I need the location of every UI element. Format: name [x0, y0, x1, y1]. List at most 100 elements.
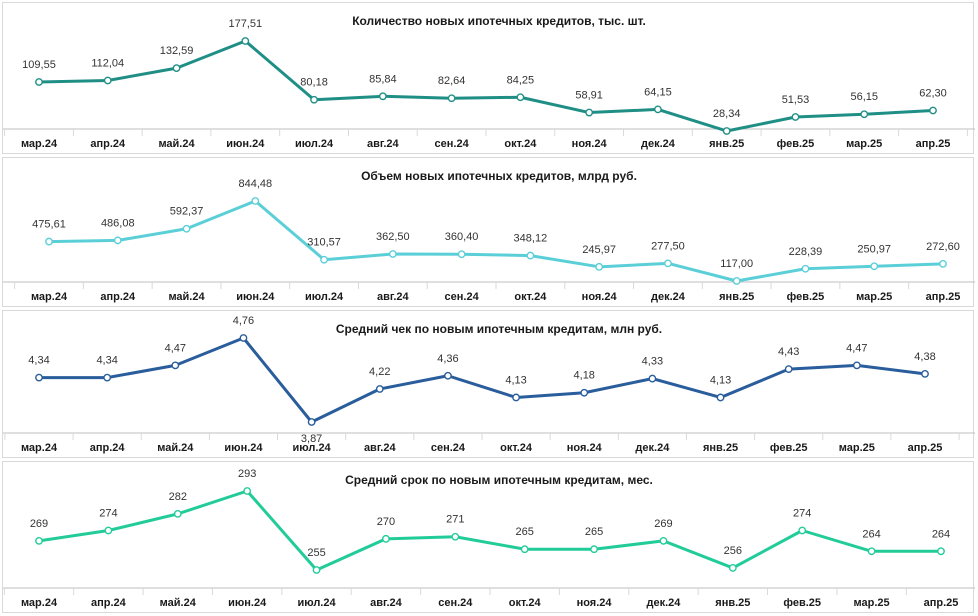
- x-tick-label: авг.24: [377, 291, 410, 303]
- data-label: 80,18: [300, 77, 328, 89]
- data-label: 264: [862, 528, 880, 540]
- x-tick-label: янв.25: [719, 291, 754, 303]
- x-tick-label: ноя.24: [577, 597, 613, 609]
- data-point: [251, 197, 260, 205]
- data-point: [451, 532, 460, 541]
- data-label: 51,53: [782, 94, 810, 106]
- x-tick-label: сен.24: [438, 597, 473, 609]
- x-tick-label: окт.24: [504, 138, 537, 150]
- x-tick-label: янв.25: [715, 597, 750, 609]
- data-point: [716, 393, 725, 402]
- x-tick-label: апр.24: [100, 291, 136, 303]
- x-tick-label: мар.24: [21, 442, 58, 454]
- x-tick-label: окт.24: [509, 597, 542, 609]
- data-label: 109,55: [22, 59, 56, 71]
- data-label: 271: [446, 514, 464, 526]
- data-point: [722, 127, 731, 135]
- data-label: 58,91: [575, 90, 603, 102]
- x-tick-label: окт.24: [514, 291, 547, 303]
- data-point: [929, 106, 937, 115]
- x-tick-label: фев.25: [777, 138, 815, 150]
- data-point: [35, 373, 43, 382]
- data-label: 264: [932, 528, 950, 540]
- x-tick-label: июн.24: [224, 442, 263, 454]
- x-tick-label: фев.25: [770, 442, 808, 454]
- data-point: [444, 371, 452, 380]
- data-point: [852, 361, 861, 370]
- data-label: 4,76: [233, 315, 254, 327]
- data-label: 592,37: [170, 206, 204, 218]
- x-tick-label: июл.24: [295, 138, 334, 150]
- data-point: [870, 262, 879, 271]
- data-label: 245,97: [582, 244, 616, 256]
- x-tick-label: июн.24: [226, 138, 265, 150]
- x-tick-label: авг.24: [364, 442, 397, 454]
- data-label: 4,33: [642, 356, 663, 368]
- x-tick-label: мар.25: [839, 442, 875, 454]
- x-tick-label: сен.24: [445, 291, 480, 303]
- data-label: 269: [30, 518, 48, 530]
- data-point: [103, 373, 112, 382]
- x-tick-label: авг.24: [367, 138, 400, 150]
- x-tick-label: апр.25: [916, 138, 951, 150]
- x-tick-label: дек.24: [647, 597, 682, 609]
- data-point: [590, 545, 598, 554]
- data-point: [172, 64, 181, 73]
- x-tick-label: апр.25: [908, 442, 943, 454]
- data-label: 348,12: [514, 233, 548, 245]
- data-point: [239, 334, 248, 342]
- x-tick-label: мар.25: [856, 291, 892, 303]
- line-chart-4: Средний срок по новым ипотечным кредитам…: [3, 468, 975, 609]
- x-tick-label: июл.24: [293, 442, 332, 454]
- data-label: 4,43: [778, 346, 799, 358]
- data-point: [659, 536, 668, 545]
- x-tick-label: дек.24: [641, 138, 676, 150]
- x-tick-label: апр.25: [924, 597, 959, 609]
- data-label: 4,13: [710, 374, 731, 386]
- data-label: 4,22: [369, 366, 390, 378]
- x-tick-label: июн.24: [236, 291, 275, 303]
- data-label: 85,84: [369, 73, 397, 85]
- data-point: [512, 393, 520, 402]
- x-tick-label: дек.24: [635, 442, 670, 454]
- x-tick-label: дек.24: [651, 291, 686, 303]
- data-point: [103, 76, 112, 85]
- chart-title: Объем новых ипотечных кредитов, млрд руб…: [361, 169, 637, 183]
- data-label: 132,59: [160, 45, 194, 57]
- x-tick-label: май.24: [157, 442, 194, 454]
- data-point: [784, 365, 793, 374]
- data-label: 84,25: [507, 74, 535, 86]
- data-point: [447, 94, 456, 103]
- data-label: 255: [307, 547, 325, 559]
- x-tick-label: мар.24: [21, 138, 58, 150]
- data-label: 4,18: [574, 370, 595, 382]
- data-point: [860, 110, 869, 119]
- data-point: [457, 250, 466, 259]
- data-point: [35, 536, 43, 545]
- chart-panel-1: Количество новых ипотечных кредитов, тыс…: [2, 2, 975, 154]
- x-tick-label: мар.25: [846, 138, 882, 150]
- data-point: [585, 108, 594, 117]
- data-point: [241, 37, 250, 45]
- data-label: 4,47: [165, 342, 186, 354]
- data-point: [375, 385, 384, 393]
- data-point: [791, 113, 800, 121]
- data-label: 4,34: [28, 355, 49, 367]
- x-tick-label: май.24: [160, 597, 197, 609]
- data-point: [526, 251, 535, 260]
- data-point: [732, 277, 741, 285]
- data-point: [307, 418, 316, 426]
- data-label: 64,15: [644, 86, 672, 98]
- data-point: [664, 259, 672, 268]
- data-label: 177,51: [228, 18, 262, 30]
- data-label: 117,00: [720, 258, 753, 270]
- data-point: [104, 526, 113, 535]
- data-point: [798, 526, 807, 535]
- data-point: [182, 224, 191, 233]
- data-point: [173, 509, 182, 518]
- x-tick-label: мар.24: [31, 291, 68, 303]
- data-label: 265: [585, 526, 603, 538]
- data-label: 228,39: [789, 246, 823, 258]
- data-point: [867, 547, 876, 556]
